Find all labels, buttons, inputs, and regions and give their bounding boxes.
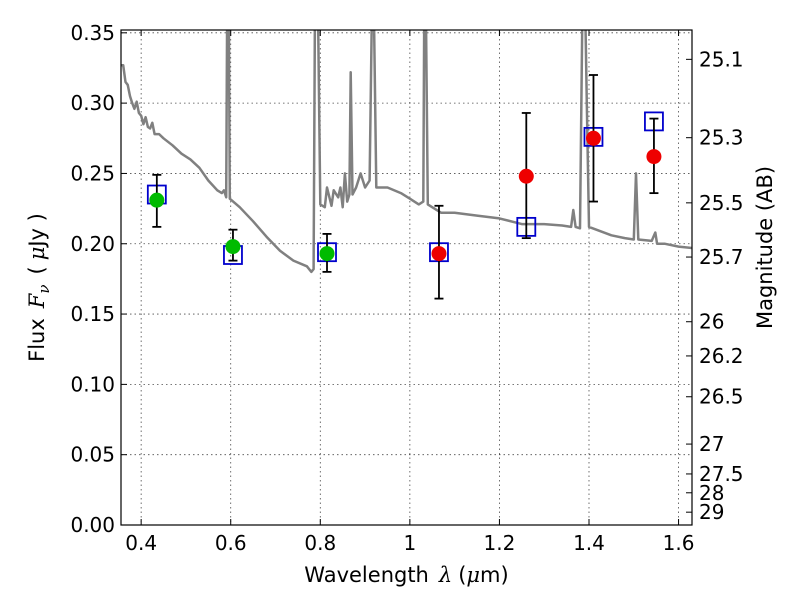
observed-point bbox=[518, 168, 534, 184]
x-tick-label: 0.4 bbox=[125, 531, 157, 555]
x-tick-label: 1.6 bbox=[663, 531, 695, 555]
mag-tick-label: 25.3 bbox=[699, 126, 744, 150]
mag-tick-label: 26 bbox=[699, 310, 724, 334]
spectrum-line bbox=[121, 30, 692, 274]
y-axis-label: FluxFν(μJy ) bbox=[25, 213, 53, 362]
axes-frame bbox=[120, 29, 693, 526]
y-tick-label: 0.30 bbox=[70, 91, 115, 115]
mag-tick-label: 27 bbox=[699, 432, 724, 456]
mag-tick-label: 25.5 bbox=[699, 191, 744, 215]
y-tick-label: 0.15 bbox=[70, 302, 115, 326]
y-tick-label: 0.25 bbox=[70, 161, 115, 185]
y-tick-label: 0.10 bbox=[70, 372, 115, 396]
y-tick-label: 0.35 bbox=[70, 21, 115, 45]
observed-point bbox=[646, 149, 662, 165]
x-tick-label: 1.2 bbox=[484, 531, 516, 555]
mag-tick-label: 29 bbox=[699, 500, 724, 524]
axis-ticks: 0.4 0.6 0.8 1 1.2 1.4 1.6 0.00 0.05 0.10 0.15 0.20 0… bbox=[70, 21, 743, 555]
x-tick-label: 1.4 bbox=[573, 531, 605, 555]
x-tick-label: 0.6 bbox=[215, 531, 247, 555]
y-tick-label: 0.20 bbox=[70, 232, 115, 256]
mag-tick-label: 27.5 bbox=[699, 462, 744, 486]
mag-tick-label: 25.1 bbox=[699, 47, 744, 71]
plot-area bbox=[121, 30, 692, 300]
mag-tick-label: 26.2 bbox=[699, 344, 744, 368]
observed-point bbox=[319, 246, 335, 262]
y2-axis-label: Magnitude (AB) bbox=[753, 166, 777, 329]
observed-point bbox=[149, 192, 165, 208]
x-tick-label: 1 bbox=[403, 531, 416, 555]
y-tick-label: 0.05 bbox=[70, 443, 115, 467]
observed-point bbox=[225, 239, 241, 255]
x-tick-label: 0.8 bbox=[304, 531, 336, 555]
mag-tick-label: 25.7 bbox=[699, 245, 744, 269]
y-tick-label: 0.00 bbox=[70, 513, 115, 537]
mag-tick-label: 28 bbox=[699, 481, 724, 505]
observed-point bbox=[431, 246, 447, 262]
mag-tick-label: 26.5 bbox=[699, 385, 744, 409]
observed-point bbox=[585, 130, 601, 146]
x-axis-label: Wavelength λ (μm) bbox=[304, 563, 508, 587]
grid bbox=[121, 30, 692, 526]
